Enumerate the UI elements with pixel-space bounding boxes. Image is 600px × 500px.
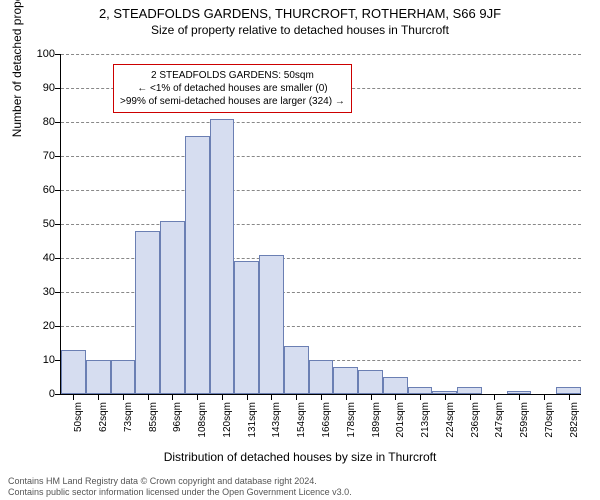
histogram-bar	[160, 221, 185, 394]
chart-container: 2, STEADFOLDS GARDENS, THURCROFT, ROTHER…	[0, 0, 600, 500]
x-tick	[420, 394, 421, 400]
chart-title: 2, STEADFOLDS GARDENS, THURCROFT, ROTHER…	[0, 0, 600, 21]
x-tick-label: 236sqm	[470, 402, 481, 442]
gridline	[61, 224, 581, 225]
y-tick-label: 20	[27, 320, 55, 332]
x-tick-label: 131sqm	[247, 402, 258, 442]
y-tick-label: 0	[27, 388, 55, 400]
x-tick-label: 120sqm	[222, 402, 233, 442]
x-tick-label: 166sqm	[321, 402, 332, 442]
histogram-bar	[309, 360, 334, 394]
x-tick-label: 143sqm	[271, 402, 282, 442]
x-tick-label: 154sqm	[296, 402, 307, 442]
x-tick-label: 201sqm	[395, 402, 406, 442]
x-tick	[321, 394, 322, 400]
x-tick	[73, 394, 74, 400]
x-tick	[395, 394, 396, 400]
x-axis-label: Distribution of detached houses by size …	[0, 450, 600, 464]
x-tick-label: 73sqm	[123, 402, 134, 442]
y-tick-label: 70	[27, 150, 55, 162]
chart-subtitle: Size of property relative to detached ho…	[0, 21, 600, 37]
y-tick-label: 40	[27, 252, 55, 264]
y-tick	[55, 292, 61, 293]
histogram-bar	[61, 350, 86, 394]
x-tick-label: 62sqm	[98, 402, 109, 442]
x-tick	[98, 394, 99, 400]
x-tick	[148, 394, 149, 400]
x-tick	[197, 394, 198, 400]
footer-text: Contains HM Land Registry data © Crown c…	[8, 476, 592, 499]
annotation-line: 2 STEADFOLDS GARDENS: 50sqm	[120, 69, 345, 82]
histogram-bar	[234, 261, 259, 394]
y-tick	[55, 326, 61, 327]
histogram-bar	[111, 360, 136, 394]
y-tick-label: 80	[27, 116, 55, 128]
x-tick-label: 247sqm	[494, 402, 505, 442]
annotation-line: ← <1% of detached houses are smaller (0)	[120, 82, 345, 95]
x-tick-label: 282sqm	[569, 402, 580, 442]
x-tick	[172, 394, 173, 400]
x-tick	[544, 394, 545, 400]
footer-line-1: Contains HM Land Registry data © Crown c…	[8, 476, 592, 487]
x-tick-label: 50sqm	[73, 402, 84, 442]
histogram-bar	[210, 119, 235, 394]
annotation-box: 2 STEADFOLDS GARDENS: 50sqm← <1% of deta…	[113, 64, 352, 113]
gridline	[61, 54, 581, 55]
y-tick-label: 90	[27, 82, 55, 94]
x-tick	[445, 394, 446, 400]
histogram-bar	[383, 377, 408, 394]
x-tick-label: 178sqm	[346, 402, 357, 442]
histogram-bar	[408, 387, 433, 394]
gridline	[61, 156, 581, 157]
x-tick-label: 259sqm	[519, 402, 530, 442]
x-tick	[222, 394, 223, 400]
histogram-bar	[259, 255, 284, 394]
y-tick	[55, 394, 61, 395]
x-tick-label: 108sqm	[197, 402, 208, 442]
y-tick	[55, 190, 61, 191]
x-tick-label: 189sqm	[371, 402, 382, 442]
y-tick	[55, 88, 61, 89]
histogram-bar	[185, 136, 210, 394]
footer-line-2: Contains public sector information licen…	[8, 487, 592, 498]
y-tick-label: 50	[27, 218, 55, 230]
y-tick-label: 30	[27, 286, 55, 298]
x-tick-label: 213sqm	[420, 402, 431, 442]
annotation-line: >99% of semi-detached houses are larger …	[120, 95, 345, 108]
x-tick	[296, 394, 297, 400]
histogram-bar	[333, 367, 358, 394]
histogram-bar	[86, 360, 111, 394]
x-tick	[494, 394, 495, 400]
y-tick	[55, 122, 61, 123]
x-tick	[569, 394, 570, 400]
x-tick	[519, 394, 520, 400]
plot-area: 2 STEADFOLDS GARDENS: 50sqm← <1% of deta…	[60, 54, 581, 395]
x-tick	[271, 394, 272, 400]
histogram-bar	[284, 346, 309, 394]
gridline	[61, 122, 581, 123]
y-tick-label: 100	[27, 48, 55, 60]
y-tick	[55, 156, 61, 157]
histogram-bar	[556, 387, 581, 394]
histogram-bar	[358, 370, 383, 394]
x-tick	[371, 394, 372, 400]
y-tick-label: 60	[27, 184, 55, 196]
x-tick-label: 224sqm	[445, 402, 456, 442]
y-tick-label: 10	[27, 354, 55, 366]
x-tick	[470, 394, 471, 400]
histogram-bar	[457, 387, 482, 394]
x-tick-label: 270sqm	[544, 402, 555, 442]
histogram-bar	[135, 231, 160, 394]
x-tick-label: 96sqm	[172, 402, 183, 442]
x-tick	[123, 394, 124, 400]
y-tick	[55, 258, 61, 259]
x-tick	[346, 394, 347, 400]
y-axis-label: Number of detached properties	[10, 0, 24, 137]
x-tick	[247, 394, 248, 400]
y-tick	[55, 54, 61, 55]
gridline	[61, 190, 581, 191]
x-tick-label: 85sqm	[148, 402, 159, 442]
y-tick	[55, 224, 61, 225]
